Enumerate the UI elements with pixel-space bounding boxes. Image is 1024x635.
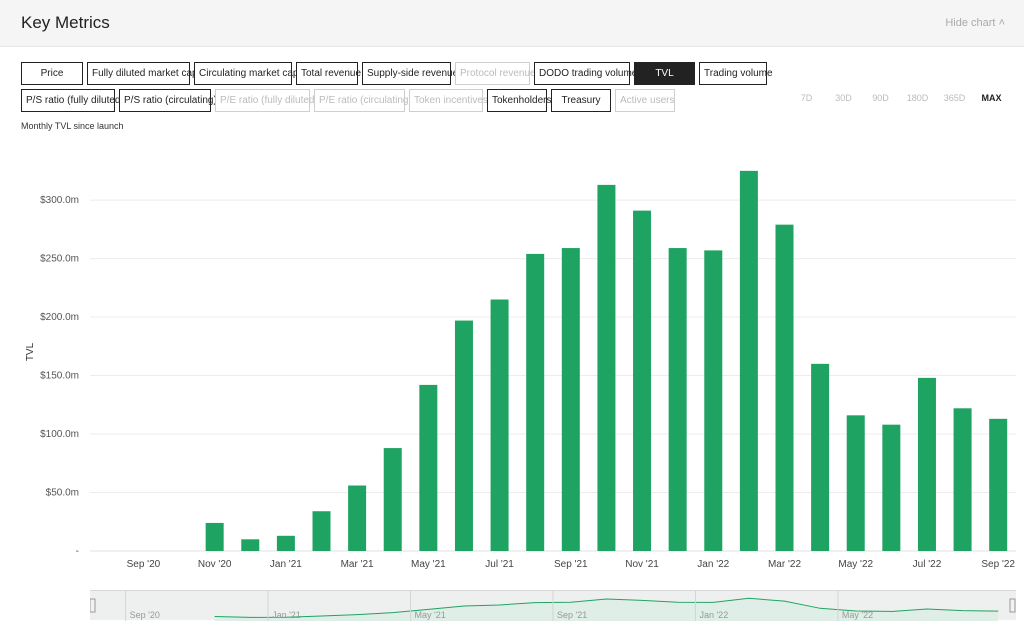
metric-button-supply-side-revenue[interactable]: Supply-side revenue	[362, 62, 458, 85]
x-tick-label: Mar '21	[341, 559, 374, 570]
bar-feb-21	[312, 511, 331, 551]
metric-button-dodo-trading-volume[interactable]: DODO trading volume	[534, 62, 637, 85]
y-tick-label: $150.0m	[40, 371, 79, 382]
metric-button-tvl[interactable]: TVL	[634, 62, 695, 85]
y-axis-label: TVL	[25, 342, 36, 361]
x-tick-label: Nov '21	[625, 559, 659, 570]
bar-jun-21	[454, 320, 473, 551]
x-tick-label: Sep '20	[127, 559, 161, 570]
metric-button-circulating-market-cap[interactable]: Circulating market cap	[194, 62, 298, 85]
navigator-label: Sep '21	[557, 610, 587, 620]
navigator-label: May '21	[415, 610, 446, 620]
navigator-label: Jan '22	[699, 610, 728, 620]
navigator-right-handle[interactable]	[1009, 598, 1016, 613]
bar-nov-20	[205, 522, 224, 551]
bar-dec-20	[241, 539, 260, 551]
bar-may-21	[419, 384, 438, 551]
metric-button-token-incentives[interactable]: Token incentives	[409, 89, 488, 112]
page-title: Key Metrics	[21, 13, 110, 32]
navigator-area	[214, 598, 999, 621]
navigator-plot: Sep '20 Jan '21 May '21 Sep '21 Jan '22 May '…	[89, 591, 1016, 621]
metric-button-treasury[interactable]: Treasury	[551, 89, 611, 112]
y-tick-label: $300.0m	[40, 195, 79, 206]
bar-jul-21	[490, 299, 509, 551]
metric-button-p-s-ratio-fully-diluted[interactable]: P/S ratio (fully diluted)	[21, 89, 124, 112]
x-tick-label: May '22	[838, 559, 873, 570]
range-navigator[interactable]: Sep '20 Jan '21 May '21 Sep '21 Jan '22 May '…	[89, 590, 1016, 621]
y-tick-label: $250.0m	[40, 254, 79, 265]
bar-apr-22	[811, 363, 830, 551]
bar-mar-22	[775, 224, 794, 551]
x-tick-label: Mar '22	[768, 559, 801, 570]
range-7d[interactable]: 7D	[800, 93, 813, 103]
metric-button-p-e-ratio-fully-diluted[interactable]: P/E ratio (fully diluted)	[215, 89, 318, 112]
bar-sep-21	[561, 248, 580, 552]
chevron-up-icon: ˄	[998, 17, 1005, 29]
hide-chart-button[interactable]: Hide chart ˄	[945, 17, 1005, 29]
bar-jan-21	[276, 535, 295, 551]
x-tick-label: Jan '22	[697, 559, 729, 570]
bar-jan-22	[704, 250, 723, 551]
bar-jul-22	[917, 377, 936, 551]
x-tick-label: May '21	[411, 559, 446, 570]
tvl-bar-chart: - $50.0m $100.0m $150.0m $200.0m $250.0m $300.…	[25, 170, 1016, 570]
navigator-label: May '22	[842, 610, 873, 620]
bar-aug-21	[526, 253, 545, 551]
range-180d[interactable]: 180D	[906, 93, 929, 103]
y-tick-label: $50.0m	[46, 488, 79, 499]
x-tick-label: Jan '21	[270, 559, 302, 570]
bar-apr-21	[383, 448, 402, 551]
metric-button-price[interactable]: Price	[21, 62, 83, 85]
bar-sep-22	[989, 418, 1008, 551]
metric-button-p-s-ratio-circulating[interactable]: P/S ratio (circulating)	[119, 89, 217, 112]
bar-feb-22	[739, 170, 758, 551]
metric-button-fully-diluted-market-cap[interactable]: Fully diluted market cap	[87, 62, 198, 85]
bar-nov-21	[633, 210, 652, 552]
metrics-row-2: P/S ratio (fully diluted) P/S ratio (circ…	[21, 89, 675, 112]
metric-button-tokenholders[interactable]: Tokenholders	[487, 89, 551, 112]
range-max[interactable]: MAX	[981, 93, 1002, 103]
bar-aug-22	[953, 408, 972, 551]
range-30d[interactable]: 30D	[835, 93, 852, 103]
metric-button-trading-volume[interactable]: Trading volume	[699, 62, 773, 85]
navigator-left-handle[interactable]	[89, 598, 96, 613]
y-tick-label: -	[76, 546, 79, 557]
navigator-line	[214, 597, 999, 618]
y-tick-label: $200.0m	[40, 312, 79, 323]
metric-button-active-users[interactable]: Active users	[615, 89, 675, 112]
x-tick-label: Sep '21	[554, 559, 588, 570]
navigator-label: Sep '20	[130, 610, 160, 620]
metric-button-p-e-ratio-circulating[interactable]: P/E ratio (circulating)	[314, 89, 412, 112]
bar-oct-21	[597, 184, 616, 552]
bar-jun-22	[882, 424, 901, 551]
metric-button-total-revenue[interactable]: Total revenue	[296, 62, 361, 85]
y-tick-label: $100.0m	[40, 429, 79, 440]
x-tick-label: Sep '22	[981, 559, 1015, 570]
x-tick-label: Jul '21	[485, 559, 514, 570]
x-tick-label: Nov '20	[198, 559, 232, 570]
navigator-label: Jan '21	[272, 610, 301, 620]
time-range-selector: 7D 30D 90D 180D 365D MAX	[788, 93, 1010, 103]
x-tick-label: Jul '22	[913, 559, 942, 570]
bar-dec-21	[668, 248, 687, 552]
metrics-row-1: Price Fully diluted market cap Circulating…	[21, 62, 773, 85]
bar-mar-21	[348, 485, 367, 551]
range-90d[interactable]: 90D	[872, 93, 889, 103]
chart-caption: Monthly TVL since launch	[21, 121, 124, 131]
bar-may-22	[846, 415, 865, 551]
range-365d[interactable]: 365D	[943, 93, 966, 103]
hide-chart-label: Hide chart	[945, 17, 996, 29]
metric-button-protocol-revenue[interactable]: Protocol revenue	[455, 62, 536, 85]
key-metrics-header: Key Metrics Hide chart ˄	[0, 0, 1024, 47]
